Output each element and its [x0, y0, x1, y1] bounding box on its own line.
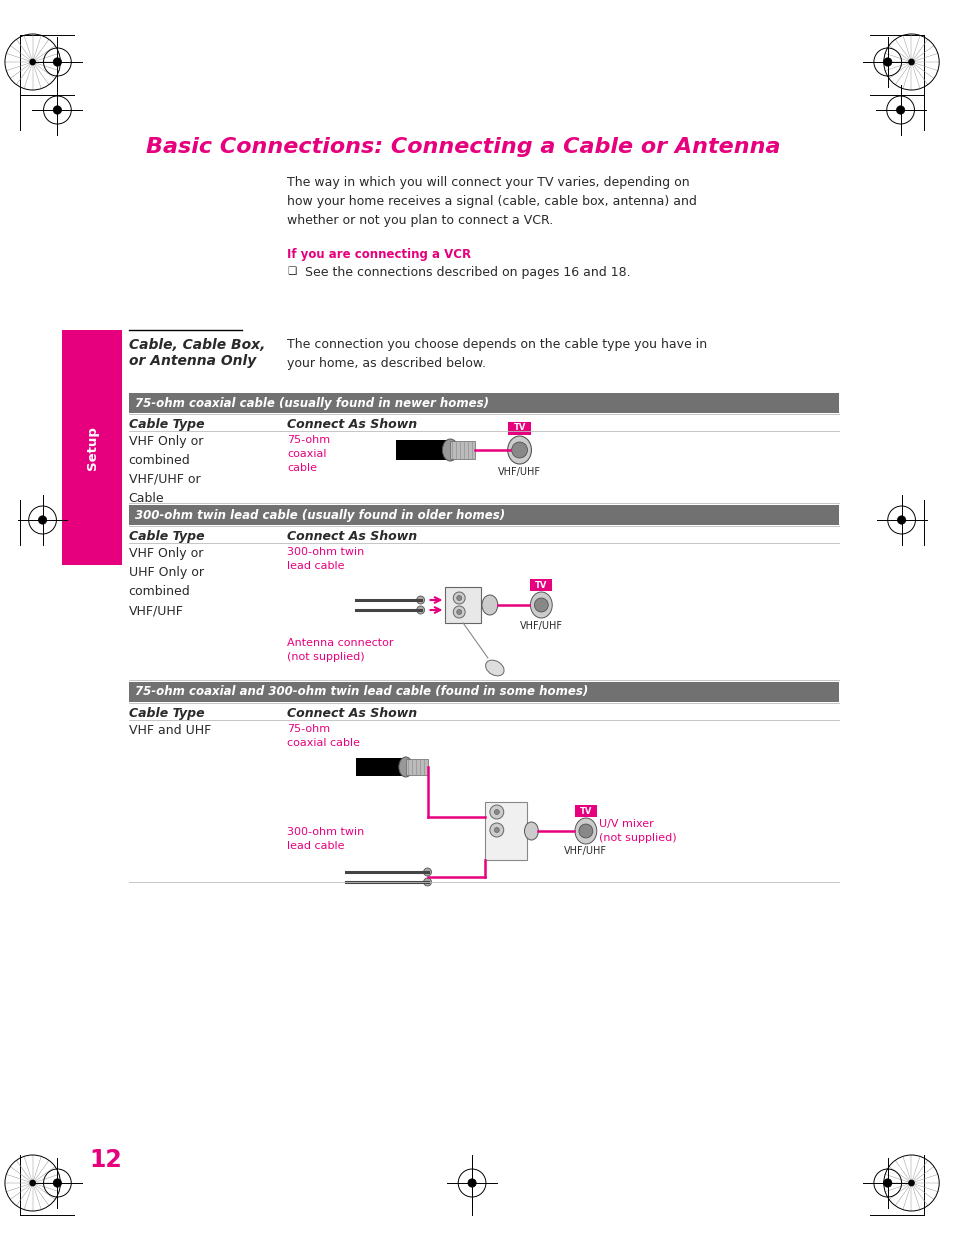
Circle shape [456, 610, 461, 615]
Circle shape [490, 823, 503, 837]
Circle shape [416, 597, 424, 604]
Circle shape [896, 106, 903, 114]
Circle shape [30, 1179, 36, 1187]
Text: TV: TV [535, 580, 547, 589]
Text: Connect As Shown: Connect As Shown [287, 530, 416, 543]
Ellipse shape [507, 436, 531, 464]
Bar [129, 682, 839, 701]
Circle shape [494, 827, 498, 832]
Bar [530, 579, 552, 592]
Circle shape [423, 868, 431, 876]
Ellipse shape [442, 438, 457, 461]
Text: TV: TV [579, 806, 592, 815]
Circle shape [490, 805, 503, 819]
Text: VHF Only or
UHF Only or
combined
VHF/UHF: VHF Only or UHF Only or combined VHF/UHF [129, 547, 203, 618]
Ellipse shape [398, 757, 413, 777]
Circle shape [897, 516, 904, 524]
Text: Basic Connections: Connecting a Cable or Antenna: Basic Connections: Connecting a Cable or… [147, 137, 781, 157]
Ellipse shape [530, 592, 552, 618]
Text: Cable Type: Cable Type [129, 530, 204, 543]
Text: VHF and UHF: VHF and UHF [129, 724, 211, 737]
Bar [405, 760, 427, 776]
Text: Cable, Cable Box,
or Antenna Only: Cable, Cable Box, or Antenna Only [129, 338, 265, 368]
Text: See the connections described on pages 16 and 18.: See the connections described on pages 1… [305, 266, 630, 279]
Circle shape [416, 606, 424, 614]
Text: 75-ohm
coaxial cable: 75-ohm coaxial cable [287, 724, 359, 748]
Circle shape [423, 878, 431, 885]
Text: VHF Only or
combined
VHF/UHF or
Cable: VHF Only or combined VHF/UHF or Cable [129, 435, 203, 505]
Text: 75-ohm coaxial cable (usually found in newer homes): 75-ohm coaxial cable (usually found in n… [134, 396, 488, 410]
Text: Cable Type: Cable Type [129, 706, 204, 720]
Bar [484, 802, 526, 860]
Text: Connect As Shown: Connect As Shown [287, 417, 416, 431]
Bar [129, 505, 839, 525]
Text: 300-ohm twin
lead cable: 300-ohm twin lead cable [287, 827, 364, 851]
Circle shape [511, 442, 527, 458]
Text: ❑: ❑ [287, 266, 296, 275]
Text: Setup: Setup [86, 426, 98, 471]
Bar [129, 393, 839, 412]
Text: The connection you choose depends on the cable type you have in
your home, as de: The connection you choose depends on the… [287, 338, 706, 370]
Bar [395, 440, 450, 459]
Text: 300-ohm twin
lead cable: 300-ohm twin lead cable [287, 547, 364, 571]
Circle shape [456, 595, 461, 600]
Text: Antenna connector
(not supplied): Antenna connector (not supplied) [287, 638, 393, 662]
Bar [575, 805, 597, 818]
Ellipse shape [524, 823, 537, 840]
Text: VHF/UHF: VHF/UHF [497, 467, 540, 477]
Text: U/V mixer
(not supplied): U/V mixer (not supplied) [598, 819, 676, 844]
Circle shape [30, 58, 36, 65]
Circle shape [453, 606, 465, 618]
Bar [445, 587, 480, 622]
Circle shape [494, 809, 498, 815]
Text: Connect As Shown: Connect As Shown [287, 706, 416, 720]
Text: Cable Type: Cable Type [129, 417, 204, 431]
Circle shape [38, 516, 47, 524]
Circle shape [907, 58, 914, 65]
Ellipse shape [575, 818, 597, 844]
Text: 300-ohm twin lead cable (usually found in older homes): 300-ohm twin lead cable (usually found i… [134, 509, 504, 521]
Bar [450, 441, 475, 459]
Text: The way in which you will connect your TV varies, depending on
how your home rec: The way in which you will connect your T… [287, 177, 696, 227]
Bar [507, 422, 531, 435]
Text: 75-ohm coaxial and 300-ohm twin lead cable (found in some homes): 75-ohm coaxial and 300-ohm twin lead cab… [134, 685, 587, 699]
Circle shape [53, 58, 62, 67]
Circle shape [467, 1178, 476, 1187]
Bar [355, 758, 405, 776]
Circle shape [453, 592, 465, 604]
Ellipse shape [481, 595, 497, 615]
Circle shape [53, 1178, 62, 1187]
Ellipse shape [485, 661, 503, 676]
Text: 12: 12 [89, 1149, 122, 1172]
Circle shape [578, 824, 592, 839]
Circle shape [534, 598, 548, 613]
Circle shape [882, 58, 891, 67]
Text: 75-ohm
coaxial
cable: 75-ohm coaxial cable [287, 435, 330, 473]
Circle shape [53, 106, 62, 114]
Circle shape [907, 1179, 914, 1187]
Text: TV: TV [513, 424, 525, 432]
Text: If you are connecting a VCR: If you are connecting a VCR [287, 248, 471, 261]
Text: VHF/UHF: VHF/UHF [519, 621, 562, 631]
Circle shape [882, 1178, 891, 1187]
Text: VHF/UHF: VHF/UHF [564, 846, 607, 856]
Bar [62, 330, 122, 564]
